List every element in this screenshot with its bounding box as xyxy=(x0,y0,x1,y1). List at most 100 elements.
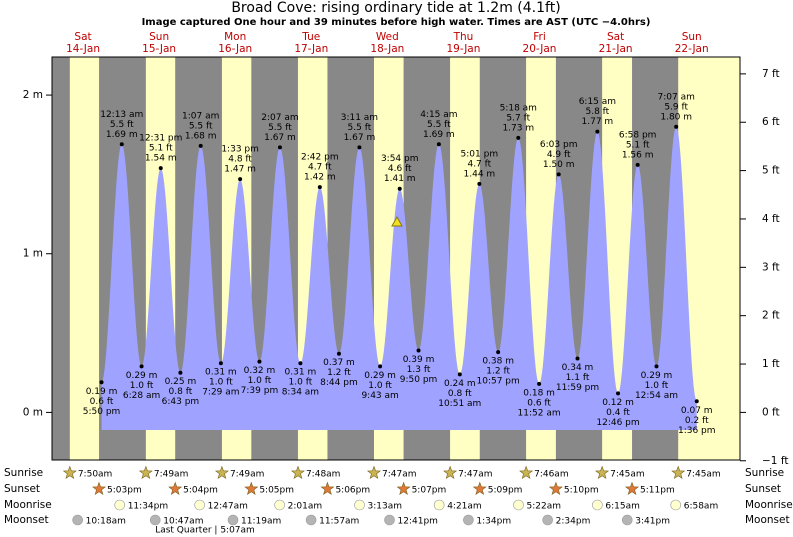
sun-icon xyxy=(624,481,640,496)
tide-label: 0.29 m xyxy=(364,371,396,381)
sunset-time: 5:04pm xyxy=(183,486,218,496)
tide-label: 1.56 m xyxy=(622,150,654,160)
tide-label: 12:46 pm xyxy=(596,418,639,428)
sunrise-time: 7:50am xyxy=(78,470,113,480)
tide-label: 1.68 m xyxy=(185,131,217,141)
tide-label: 1.2 ft xyxy=(486,367,510,377)
tide-label: 1.3 ft xyxy=(407,365,431,375)
tide-label: 0.12 m xyxy=(602,398,634,408)
sunrise-time: 7:46am xyxy=(534,470,569,480)
tide-label: 4.7 ft xyxy=(467,159,491,169)
title: Broad Cove: rising ordinary tide at 1.2m… xyxy=(231,0,560,16)
day-name: Sun xyxy=(682,31,702,43)
sun-icon xyxy=(396,481,411,496)
left-tick-label: 2 m xyxy=(23,89,43,101)
sun-icon xyxy=(671,465,686,480)
day-date: 16-Jan xyxy=(218,43,252,55)
tide-dot xyxy=(378,364,383,369)
tide-label: 6:03 pm xyxy=(540,140,578,150)
moonset-icon xyxy=(384,514,395,526)
tide-label: 0.32 m xyxy=(244,366,276,376)
sun-icon xyxy=(214,465,229,480)
tide-label: 0.2 ft xyxy=(685,416,709,426)
row-label: Moonset xyxy=(4,514,49,526)
tide-label: 0.18 m xyxy=(523,388,555,398)
moonrise-icon xyxy=(433,499,445,511)
tide-label: 7:07 am xyxy=(658,92,695,102)
moonset-time: 11:19am xyxy=(241,517,281,527)
current-marker xyxy=(391,215,403,227)
day-name: Wed xyxy=(376,31,399,43)
day-date: 15-Jan xyxy=(142,43,176,55)
tide-label: 5:01 pm xyxy=(461,149,499,159)
tide-dot xyxy=(238,177,243,182)
tide-label: 2:42 pm xyxy=(301,153,339,163)
tide-label: 1.69 m xyxy=(423,130,455,140)
tide-dot xyxy=(119,142,124,147)
tide-label: 5.5 ft xyxy=(427,120,451,130)
sunrise-time: 7:47am xyxy=(382,470,417,480)
plot-frame xyxy=(51,56,741,461)
tide-dot xyxy=(457,372,462,377)
tide-label: 5.9 ft xyxy=(664,102,688,112)
row-label: Sunset xyxy=(745,483,781,495)
tide-dot xyxy=(139,364,144,369)
tide-label: 0.8 ft xyxy=(169,387,193,397)
tide-dot xyxy=(99,380,104,385)
tide-dot xyxy=(616,391,621,396)
moonset-time: 1:34pm xyxy=(476,517,511,527)
sun-icon xyxy=(244,481,259,496)
tide-label: 0.07 m xyxy=(681,406,713,416)
sunset-time: 5:05pm xyxy=(259,486,294,496)
moonrise-icon xyxy=(274,499,285,511)
tide-label: 5.5 ft xyxy=(268,123,292,133)
tide-label: 0.37 m xyxy=(323,358,355,368)
sun-icon xyxy=(548,481,563,496)
sunset-time: 5:07pm xyxy=(412,486,447,496)
tide-label: 1.67 m xyxy=(344,133,376,143)
tide-dot xyxy=(654,364,659,369)
sun-icon xyxy=(595,465,610,480)
tide-dot xyxy=(416,348,421,353)
row-label: Moonrise xyxy=(745,499,793,511)
tide-label: 1.50 m xyxy=(543,160,575,170)
tide-label: 0.31 m xyxy=(205,368,237,378)
day-name: Mon xyxy=(224,31,246,43)
tide-label: 5.5 ft xyxy=(189,121,213,131)
tide-label: 3:11 am xyxy=(341,113,378,123)
day-name: Thu xyxy=(453,31,474,43)
sun-icon xyxy=(62,465,77,480)
tide-label: 1.0 ft xyxy=(209,378,233,388)
right-tick-label: 5 ft xyxy=(762,165,780,177)
tide-dot xyxy=(397,186,402,191)
right-tick-label: 4 ft xyxy=(762,213,780,225)
sunrise-time: 7:45am xyxy=(610,470,645,480)
tide-dot xyxy=(575,356,580,361)
moonset-icon xyxy=(149,514,161,526)
sun-icon xyxy=(443,465,458,480)
sun-icon xyxy=(320,481,335,496)
tide-label: 5.1 ft xyxy=(149,144,173,154)
tide-label: 9:43 am xyxy=(361,391,398,401)
tide-label: 9:50 pm xyxy=(400,375,438,385)
tide-dot xyxy=(436,142,441,147)
moonrise-time: 6:15am xyxy=(605,502,640,512)
row-label: Moonrise xyxy=(4,499,52,511)
tide-label: 8:44 pm xyxy=(320,378,358,388)
moonrise-time: 6:58am xyxy=(684,502,719,512)
right-tick-label: 3 ft xyxy=(762,261,780,273)
moonrise-time: 12:47am xyxy=(208,502,248,512)
tide-label: 5:18 am xyxy=(500,103,537,113)
tide-label: 1.0 ft xyxy=(645,381,669,391)
daylight-band xyxy=(69,57,100,460)
sunset-time: 5:10pm xyxy=(564,486,599,496)
row-label: Sunset xyxy=(4,483,40,495)
moonrise-time: 5:22am xyxy=(526,502,561,512)
tide-label: 4.8 ft xyxy=(228,155,252,165)
tide-dot xyxy=(178,370,183,375)
right-tick-label: 1 ft xyxy=(762,358,780,370)
tide-label: 10:57 pm xyxy=(477,377,520,387)
tide-label: 6:43 pm xyxy=(162,397,200,407)
tide-label: 11:52 am xyxy=(518,408,561,418)
